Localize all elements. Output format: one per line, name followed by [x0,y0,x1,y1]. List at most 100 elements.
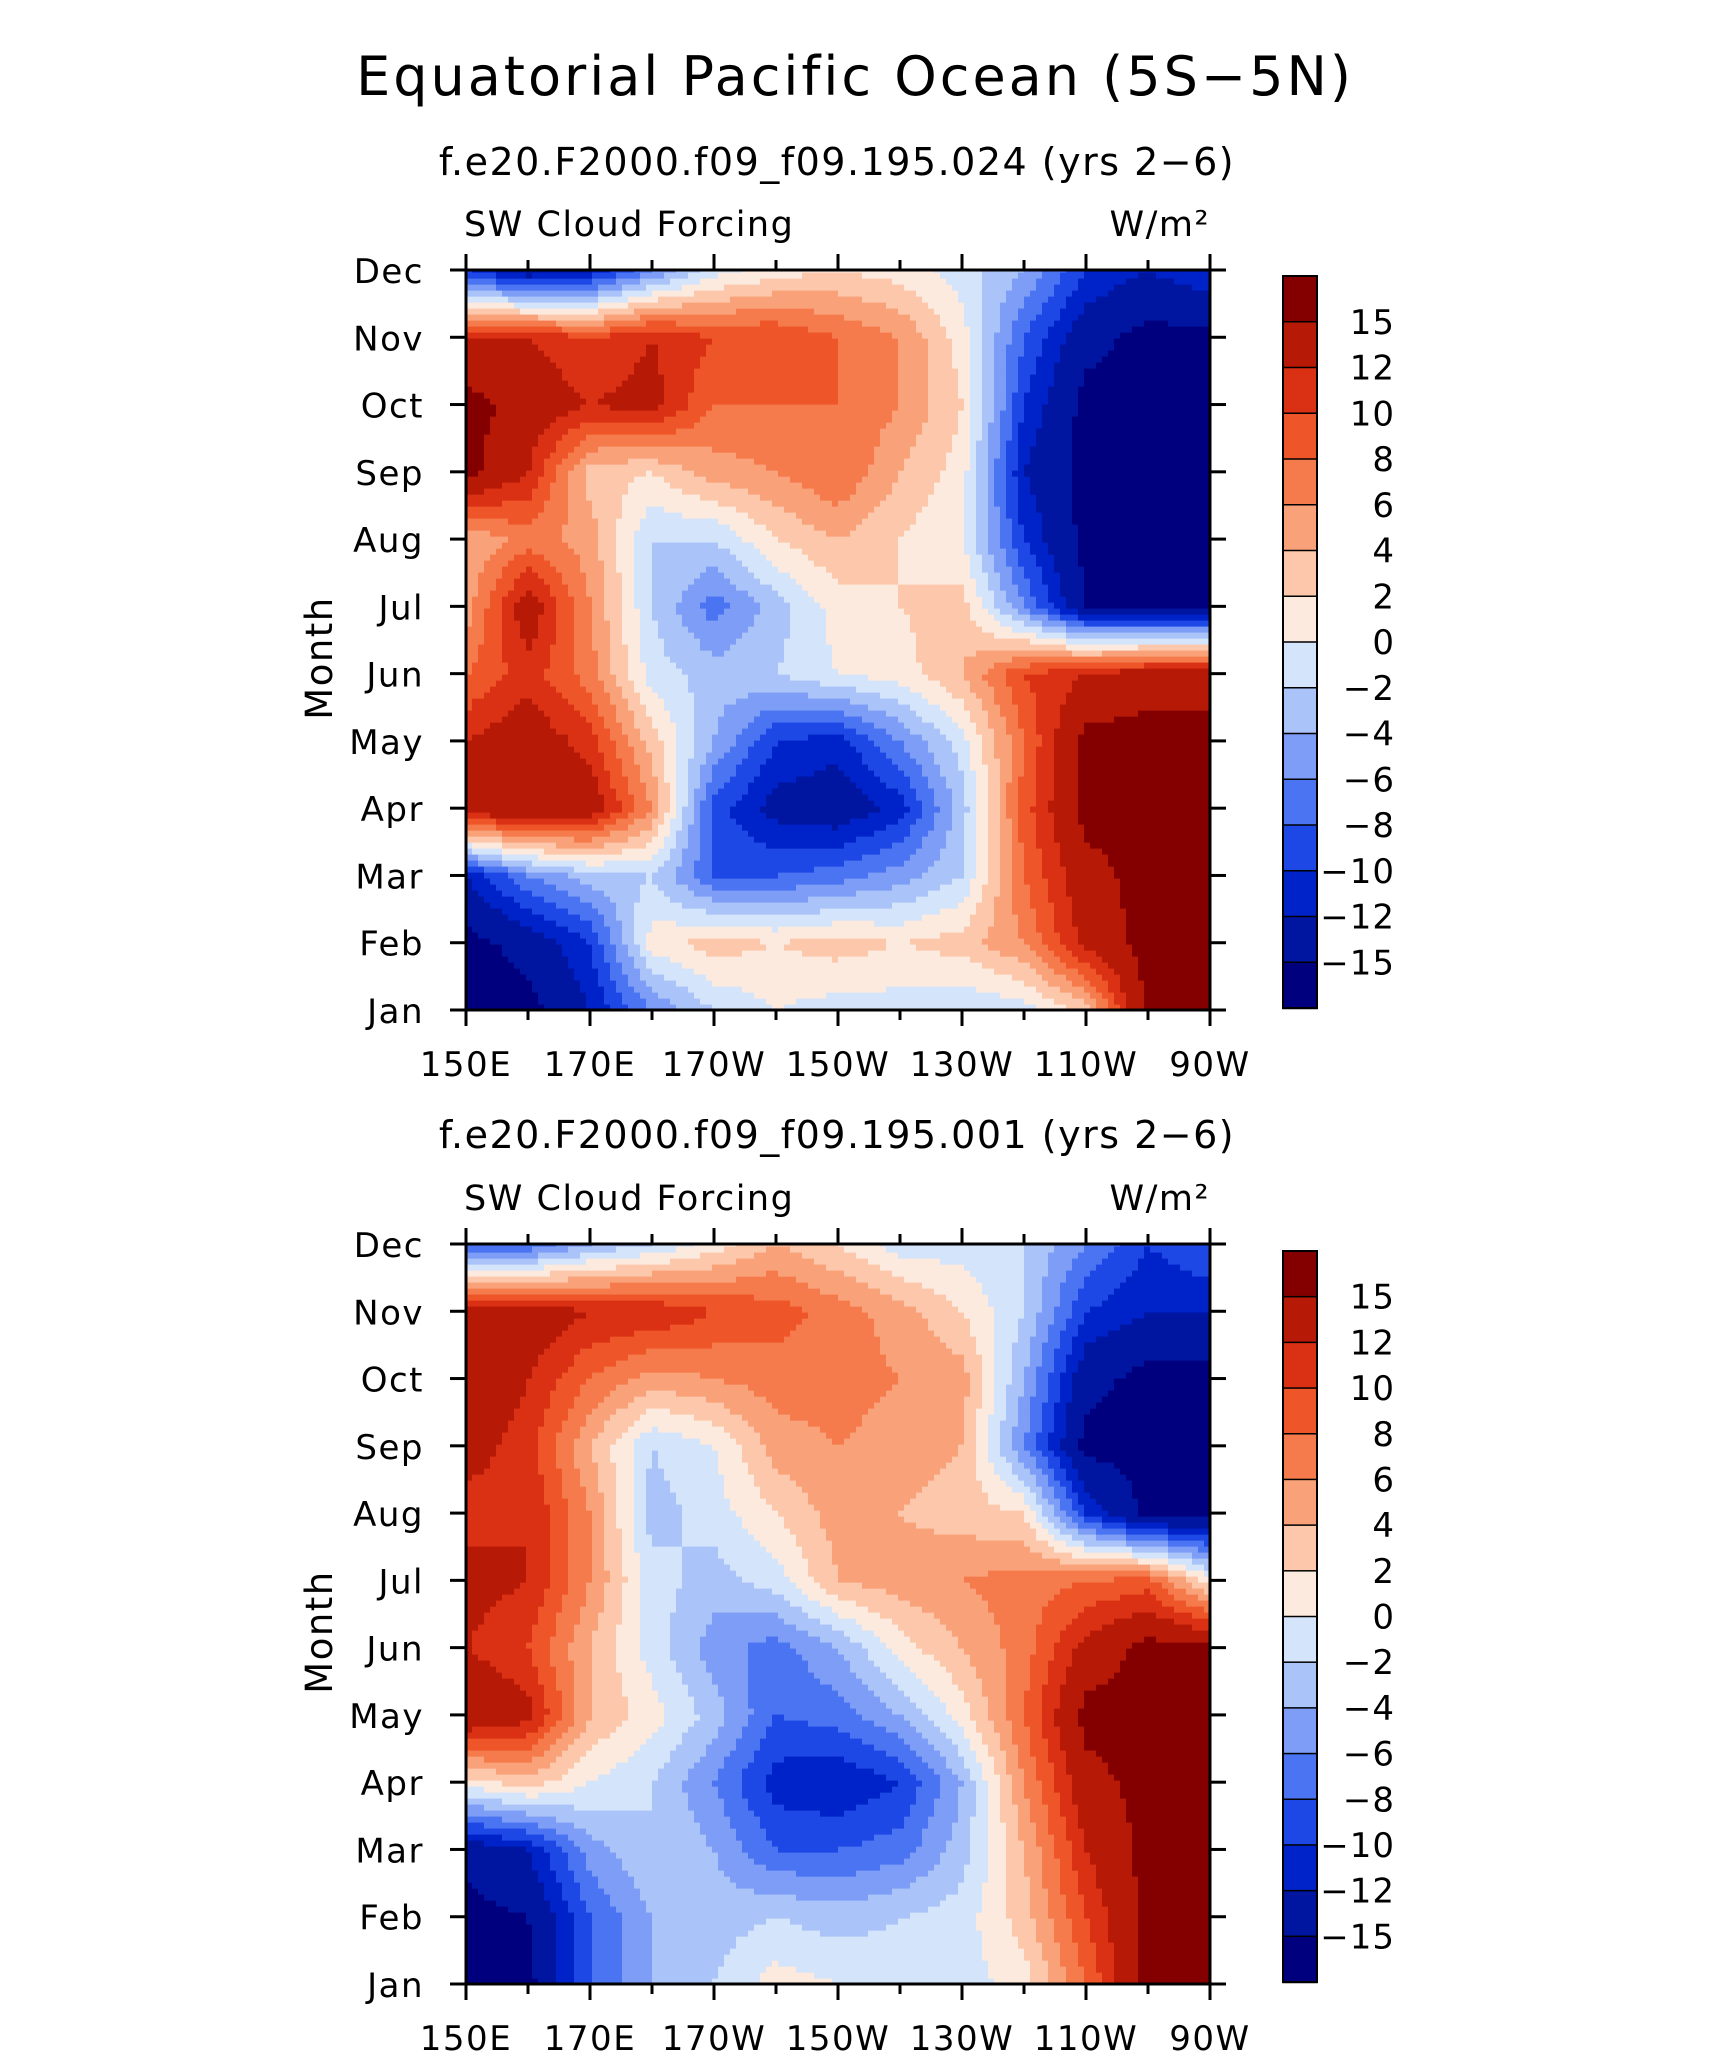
contour-cell [1108,1510,1139,1517]
contour-cell [1018,710,1037,717]
contour-cell [538,620,557,627]
contour-cell [724,608,761,615]
contour-cell [982,1678,1007,1685]
contour-cell [484,488,533,495]
contour-cell [1012,1468,1031,1475]
contour-cell [928,1480,983,1487]
contour-cell [934,824,953,831]
contour-cell [700,998,767,1005]
contour-cell [1030,1732,1043,1739]
contour-cell [1024,338,1043,345]
contour-cell [1018,830,1037,837]
contour-cell [502,650,551,657]
contour-cell [634,1528,647,1535]
contour-cell [1072,1552,1133,1559]
contour-cell [1138,1264,1181,1271]
contour-cell [874,1318,929,1325]
contour-cell [592,1708,629,1715]
contour-cell [946,1666,977,1673]
contour-cell [1084,1312,1145,1319]
contour-cell [1030,1354,1043,1361]
contour-cell [754,1294,839,1301]
contour-cell [748,1654,803,1661]
contour-cell [1132,1612,1157,1619]
contour-cell [1006,1882,1031,1889]
contour-cell [898,548,965,555]
contour-cell [1054,1348,1073,1355]
contour-cell [904,530,965,537]
contour-cell [472,614,485,621]
contour-cell [1036,1480,1049,1487]
contour-cell [916,1306,959,1313]
contour-cell [1006,512,1019,519]
y-tick-label: Jul [376,588,424,628]
contour-cell [532,1702,545,1709]
contour-cell [628,1756,671,1763]
contour-cell [988,530,1001,537]
contour-cell [592,1570,611,1577]
contour-cell [1036,1828,1049,1835]
contour-cell [688,680,821,687]
contour-cell [574,1462,599,1469]
contour-cell [508,668,545,675]
contour-cell [466,1384,527,1391]
contour-cell [1126,1540,1169,1547]
contour-cell [598,1486,617,1493]
contour-cell [562,1882,581,1889]
contour-cell [502,626,521,633]
contour-cell [634,1750,671,1757]
contour-cell [538,1354,575,1361]
contour-cell [838,956,971,963]
contour-cell [754,1474,791,1481]
contour-cell [592,1528,605,1535]
contour-cell [916,1642,959,1649]
contour-cell [1120,986,1145,993]
contour-cell [868,872,923,879]
contour-cell [1186,1570,1205,1577]
contour-cell [970,410,983,417]
contour-cell [1066,626,1211,633]
contour-cell [628,1426,653,1433]
contour-cell [466,1312,587,1319]
contour-cell [1078,1870,1097,1877]
contour-cell [1138,1918,1211,1925]
contour-cell [604,992,623,999]
contour-cell [1084,1276,1127,1283]
contour-cell [1036,278,1061,285]
contour-cell [1024,470,1073,477]
contour-cell [532,1840,557,1847]
contour-cell [700,830,713,837]
contour-cell [1024,1258,1049,1265]
contour-cell [466,812,491,819]
contour-cell [1012,530,1025,537]
contour-cell [1078,1252,1109,1259]
contour-cell [856,1426,965,1433]
contour-cell [1138,1966,1211,1973]
contour-cell [688,782,701,789]
contour-cell [970,746,983,753]
contour-cell [1066,1978,1085,1985]
contour-cell [1030,1876,1043,1883]
contour-cell [676,1666,707,1673]
contour-cell [856,686,911,693]
contour-cell [1054,764,1079,771]
contour-cell [622,590,635,597]
contour-cell [910,620,977,627]
contour-cell [538,1456,557,1463]
contour-cell [1066,1672,1115,1679]
contour-cell [982,704,1001,711]
contour-cell [1108,1906,1139,1913]
contour-cell [1000,1792,1013,1799]
contour-cell [832,572,899,579]
contour-cell [1024,296,1049,303]
contour-cell [1066,1408,1091,1415]
contour-cell [994,1312,1025,1319]
contour-cell [1066,878,1121,885]
contour-cell [952,362,971,369]
contour-cell [1042,1360,1055,1367]
contour-cell [784,638,827,645]
contour-cell [544,1684,557,1691]
contour-cell [1102,1972,1115,1979]
contour-cell [1000,524,1013,531]
contour-cell [574,704,599,711]
